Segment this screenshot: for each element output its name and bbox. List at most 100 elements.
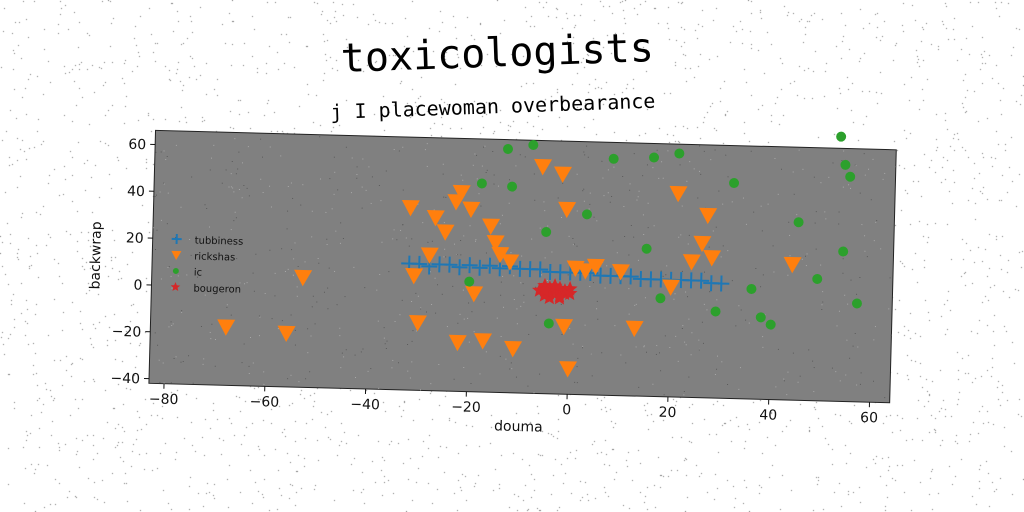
point-rickshas	[408, 314, 427, 332]
point-rickshas	[555, 318, 574, 336]
point-ic	[851, 298, 862, 309]
plot-area	[148, 129, 897, 404]
point-rickshas	[448, 334, 467, 352]
point-rickshas	[217, 319, 236, 336]
y-tick-label: 20	[126, 230, 144, 246]
point-ic	[729, 178, 740, 189]
point-bougeron	[552, 280, 568, 296]
legend-label-tubbiness: tubbiness	[195, 235, 244, 247]
series-rickshas	[217, 158, 802, 378]
point-rickshas	[465, 285, 484, 303]
series-tubbiness	[401, 255, 730, 292]
point-rickshas	[401, 199, 420, 217]
point-rickshas	[491, 246, 510, 264]
series-bougeron	[532, 277, 578, 305]
data-marks	[153, 131, 897, 399]
point-rickshas	[783, 256, 802, 274]
point-ic	[655, 293, 666, 304]
point-ic	[528, 139, 539, 150]
point-ic	[464, 276, 475, 287]
point-rickshas	[662, 279, 680, 296]
point-tubbiness	[461, 257, 478, 274]
point-ic	[755, 312, 766, 323]
point-rickshas	[405, 268, 424, 285]
x-tick-label: −20	[451, 399, 481, 416]
point-bougeron	[537, 282, 553, 298]
point-ic	[503, 144, 514, 155]
point-ic	[840, 159, 851, 170]
point-tubbiness	[532, 261, 549, 278]
y-axis-label: backwrap	[87, 221, 105, 289]
legend-marker-ic	[172, 267, 179, 274]
point-ic	[838, 246, 849, 257]
legend: tubbiness rickshas ic bougeron	[170, 233, 244, 296]
point-rickshas	[534, 158, 553, 176]
point-bougeron	[552, 290, 568, 305]
point-tubbiness	[451, 259, 468, 276]
point-rickshas	[703, 250, 722, 267]
legend-marker-rickshas	[171, 250, 182, 260]
point-rickshas	[611, 264, 630, 281]
x-tick-label: −80	[149, 391, 179, 408]
point-ic	[674, 148, 685, 159]
legend-marker-tubbiness	[171, 233, 182, 245]
legend-label-ic: ic	[194, 267, 203, 278]
point-ic	[765, 319, 776, 330]
y-tick-label: 40	[127, 184, 145, 200]
x-tick-label: −40	[350, 397, 380, 414]
legend-label-rickshas: rickshas	[194, 251, 235, 263]
point-ic	[793, 217, 804, 228]
y-tick-label: 60	[128, 137, 146, 153]
point-rickshas	[462, 201, 481, 218]
point-ic	[845, 171, 856, 182]
point-rickshas	[501, 254, 520, 271]
point-rickshas	[699, 207, 718, 225]
legend-label-bougeron: bougeron	[193, 283, 241, 295]
point-bougeron	[541, 289, 558, 305]
point-ic	[836, 131, 847, 142]
point-rickshas	[474, 333, 493, 350]
point-rickshas	[504, 340, 523, 358]
point-ic	[608, 153, 619, 164]
point-rickshas	[576, 263, 595, 280]
point-rickshas	[625, 320, 644, 338]
point-ic	[746, 283, 757, 294]
x-tick-label: −60	[249, 394, 279, 411]
point-tubbiness	[693, 272, 710, 289]
point-rickshas	[486, 234, 505, 252]
point-rickshas	[554, 166, 573, 183]
axes: −80 −60 −40 −20 0 20 40 60 −40 −20 0 20 40 60	[110, 137, 878, 427]
point-ic	[812, 273, 823, 284]
x-tick-label: 60	[860, 410, 878, 426]
point-bougeron	[537, 287, 553, 302]
point-ic	[541, 227, 552, 238]
y-tick-label: −40	[110, 371, 140, 388]
point-rickshas	[277, 325, 296, 343]
point-rickshas	[436, 224, 455, 241]
point-tubbiness	[713, 275, 730, 292]
point-rickshas	[682, 254, 701, 271]
point-rickshas	[586, 258, 605, 276]
point-tubbiness	[471, 259, 488, 276]
point-rickshas	[669, 185, 688, 203]
point-ic	[543, 318, 554, 329]
point-ic	[476, 178, 487, 189]
point-rickshas	[420, 247, 439, 264]
y-tick-label: −20	[111, 324, 141, 341]
point-tubbiness	[622, 268, 639, 285]
point-ic	[581, 209, 592, 220]
point-rickshas	[693, 235, 712, 253]
point-rickshas	[452, 184, 471, 202]
legend-marker-bougeron	[170, 281, 181, 292]
point-ic	[710, 306, 721, 317]
point-tubbiness	[481, 257, 498, 274]
point-ic	[641, 243, 652, 254]
point-rickshas	[294, 269, 313, 287]
point-rickshas	[559, 361, 578, 378]
y-tick-label: 0	[133, 278, 142, 294]
point-rickshas	[558, 201, 577, 219]
x-tick-label: 20	[658, 405, 676, 421]
x-tick-label: 40	[759, 407, 777, 423]
point-rickshas	[426, 209, 445, 227]
point-ic	[649, 152, 660, 163]
